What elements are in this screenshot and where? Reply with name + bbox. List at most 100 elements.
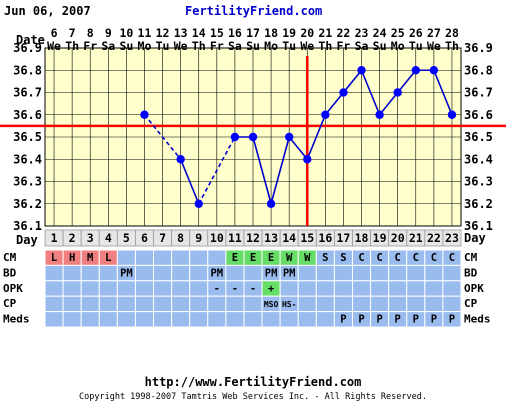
cell-bd: [406, 264, 426, 282]
weekday-label: Tu: [282, 39, 296, 53]
temperature-point: [248, 132, 258, 142]
temperature-point: [266, 199, 276, 208]
cell-text-opk: -: [214, 283, 220, 295]
cell-opk: [442, 280, 462, 297]
cell-text-cm: C: [413, 252, 419, 264]
date-number: 11: [138, 26, 152, 40]
day-label-right: Day: [464, 231, 486, 245]
cell-text-meds: P: [449, 314, 455, 326]
cell-cp: [333, 295, 353, 313]
row-label-right-bd: BD: [464, 266, 478, 279]
date-number: 6: [51, 26, 58, 40]
cell-bd: [442, 264, 462, 282]
cell-text-opk: -: [232, 283, 238, 295]
cell-text-cm: M: [87, 252, 93, 264]
day-number: 5: [123, 231, 130, 245]
temperature-segment: [324, 91, 345, 116]
day-number: 23: [445, 231, 459, 245]
cell-bd: [189, 264, 209, 282]
temperature-segment: [198, 136, 236, 205]
y-tick-label-right: 36.2: [464, 197, 493, 211]
cell-meds: [243, 311, 263, 328]
weekday-label: Sa: [355, 39, 369, 53]
temperature-segment: [378, 91, 399, 116]
weekday-label: Tu: [156, 39, 170, 53]
temperature-point: [176, 155, 185, 164]
y-tick-label-right: 36.7: [464, 86, 493, 100]
temperature-point: [284, 132, 294, 142]
row-label-meds: Meds: [3, 313, 30, 326]
date-number: 8: [87, 26, 94, 40]
date-number: 23: [355, 26, 369, 40]
y-tick-label-left: 36.8: [13, 63, 42, 77]
weekday-label: Su: [119, 39, 133, 53]
cell-text-meds: P: [358, 314, 364, 326]
date-number: 12: [156, 26, 170, 40]
cell-opk: [44, 280, 64, 297]
chart-date: Jun 06, 2007: [4, 4, 91, 18]
cell-text-cm: C: [358, 252, 364, 264]
row-label-right-cm: CM: [464, 251, 478, 264]
cell-cp: [134, 295, 155, 313]
cell-opk: [62, 280, 82, 297]
date-number: 27: [427, 26, 441, 40]
cell-bd: [243, 264, 263, 282]
temperature-point: [194, 199, 203, 208]
cell-text-cp: HS-: [282, 300, 296, 309]
day-number: 22: [427, 231, 441, 245]
day-number: 8: [177, 231, 184, 245]
cell-opk: [333, 280, 353, 297]
temperature-segment: [433, 69, 453, 116]
cell-meds: [80, 311, 100, 328]
weekday-label: We: [47, 39, 61, 53]
cell-meds: [189, 311, 209, 328]
date-number: 22: [337, 26, 351, 40]
weekday-label: Fr: [83, 39, 97, 53]
temperature-segment: [306, 114, 327, 160]
date-number: 16: [228, 26, 242, 40]
weekday-label: We: [174, 39, 188, 53]
cell-opk: [98, 280, 118, 297]
temperature-segment: [143, 114, 182, 160]
cell-text-cp: MSO: [264, 300, 279, 309]
cell-meds: [153, 311, 173, 328]
cell-cp: [243, 295, 263, 313]
weekday-label: We: [427, 39, 441, 53]
cell-meds: [442, 311, 462, 328]
temperature-point: [411, 66, 420, 75]
cell-meds: [116, 311, 136, 328]
cell-cm: [116, 249, 136, 266]
cell-opk: [279, 280, 299, 297]
cell-text-bd: PM: [283, 267, 296, 279]
row-label-right-meds: Meds: [464, 313, 491, 326]
cell-text-cm: W: [286, 252, 293, 264]
day-number: 17: [337, 231, 351, 245]
temperature-point: [321, 110, 330, 119]
weekday-label: Su: [373, 39, 387, 53]
date-number: 24: [373, 26, 387, 40]
cell-cm: [189, 249, 209, 266]
cell-opk: [315, 280, 335, 297]
weekday-label: Sa: [101, 39, 115, 53]
day-number: 1: [51, 231, 58, 245]
temperature-segment: [360, 69, 381, 116]
weekday-label: Su: [246, 39, 260, 53]
day-number: 16: [318, 231, 332, 245]
cell-bd: [134, 264, 155, 282]
day-number: 2: [69, 231, 76, 245]
cell-bd: [225, 264, 245, 282]
row-label-cp: CP: [3, 297, 17, 310]
cell-meds: [297, 311, 317, 328]
site-name: FertilityFriend.com: [185, 4, 322, 18]
cell-cp: [297, 295, 317, 313]
weekday-label: Sa: [228, 39, 242, 53]
day-number: 13: [264, 231, 278, 245]
cell-text-meds: P: [376, 314, 382, 326]
cell-cp: [406, 295, 426, 313]
day-number: 18: [355, 231, 369, 245]
cell-text-cm: E: [232, 252, 238, 264]
cell-bd: [297, 264, 317, 282]
temperature-point: [339, 88, 348, 97]
cell-cp: [98, 295, 118, 313]
day-number: 14: [282, 231, 296, 245]
